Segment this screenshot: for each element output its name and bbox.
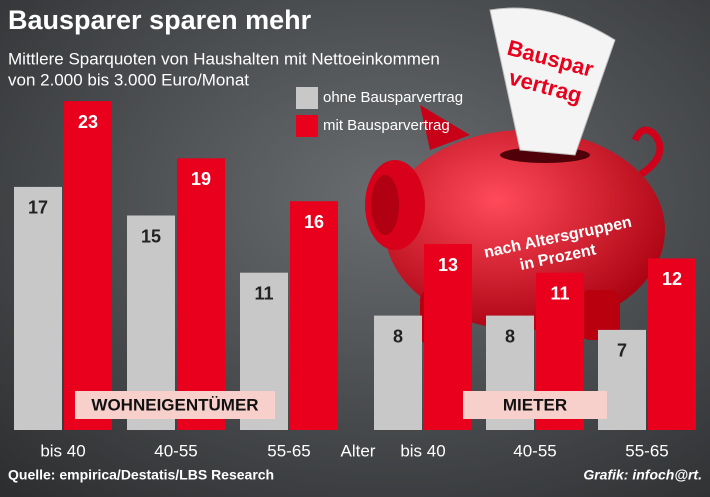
subtitle: von 2.000 bis 3.000 Euro/Monat xyxy=(8,70,249,89)
bar xyxy=(177,158,225,431)
group-box xyxy=(75,391,275,419)
bar xyxy=(64,101,112,430)
value-label: 16 xyxy=(304,212,324,232)
subtitle: Mittlere Sparquoten von Haushalten mit N… xyxy=(8,49,440,68)
legend-label: mit Bausparvertrag xyxy=(323,117,450,134)
x-tick-label: 55-65 xyxy=(625,441,668,460)
x-tick-label: 40-55 xyxy=(513,441,556,460)
legend-label: ohne Bausparvertrag xyxy=(323,89,463,106)
value-label: 8 xyxy=(505,326,515,346)
value-label: 8 xyxy=(393,326,403,346)
x-tick-label: 40-55 xyxy=(154,441,197,460)
value-label: 7 xyxy=(617,341,627,361)
axis-label: Alter xyxy=(341,441,376,460)
chart-title: Bausparer sparen mehr xyxy=(8,5,312,35)
group-label: MIETER xyxy=(503,395,567,414)
source: Quelle: empirica/Destatis/LBS Research xyxy=(8,467,274,483)
bar xyxy=(648,258,696,430)
legend-swatch xyxy=(296,87,318,109)
value-label: 23 xyxy=(78,112,98,132)
legend-swatch xyxy=(296,115,318,137)
bar xyxy=(14,186,62,430)
value-label: 19 xyxy=(191,169,211,189)
group-label: WOHNEIGENTÜMER xyxy=(91,395,258,414)
value-label: 13 xyxy=(438,255,458,275)
value-label: 11 xyxy=(254,283,273,303)
x-tick-label: bis 40 xyxy=(40,441,85,460)
value-label: 12 xyxy=(662,269,682,289)
group-box xyxy=(463,391,607,419)
x-tick-label: bis 40 xyxy=(400,441,445,460)
value-label: 11 xyxy=(550,283,569,303)
bar xyxy=(290,201,338,430)
x-tick-label: 55-65 xyxy=(267,441,310,460)
value-label: 17 xyxy=(28,198,48,218)
value-label: 15 xyxy=(141,226,161,246)
credit: Grafik: infoch@rt. xyxy=(583,467,702,483)
bar xyxy=(374,315,422,430)
